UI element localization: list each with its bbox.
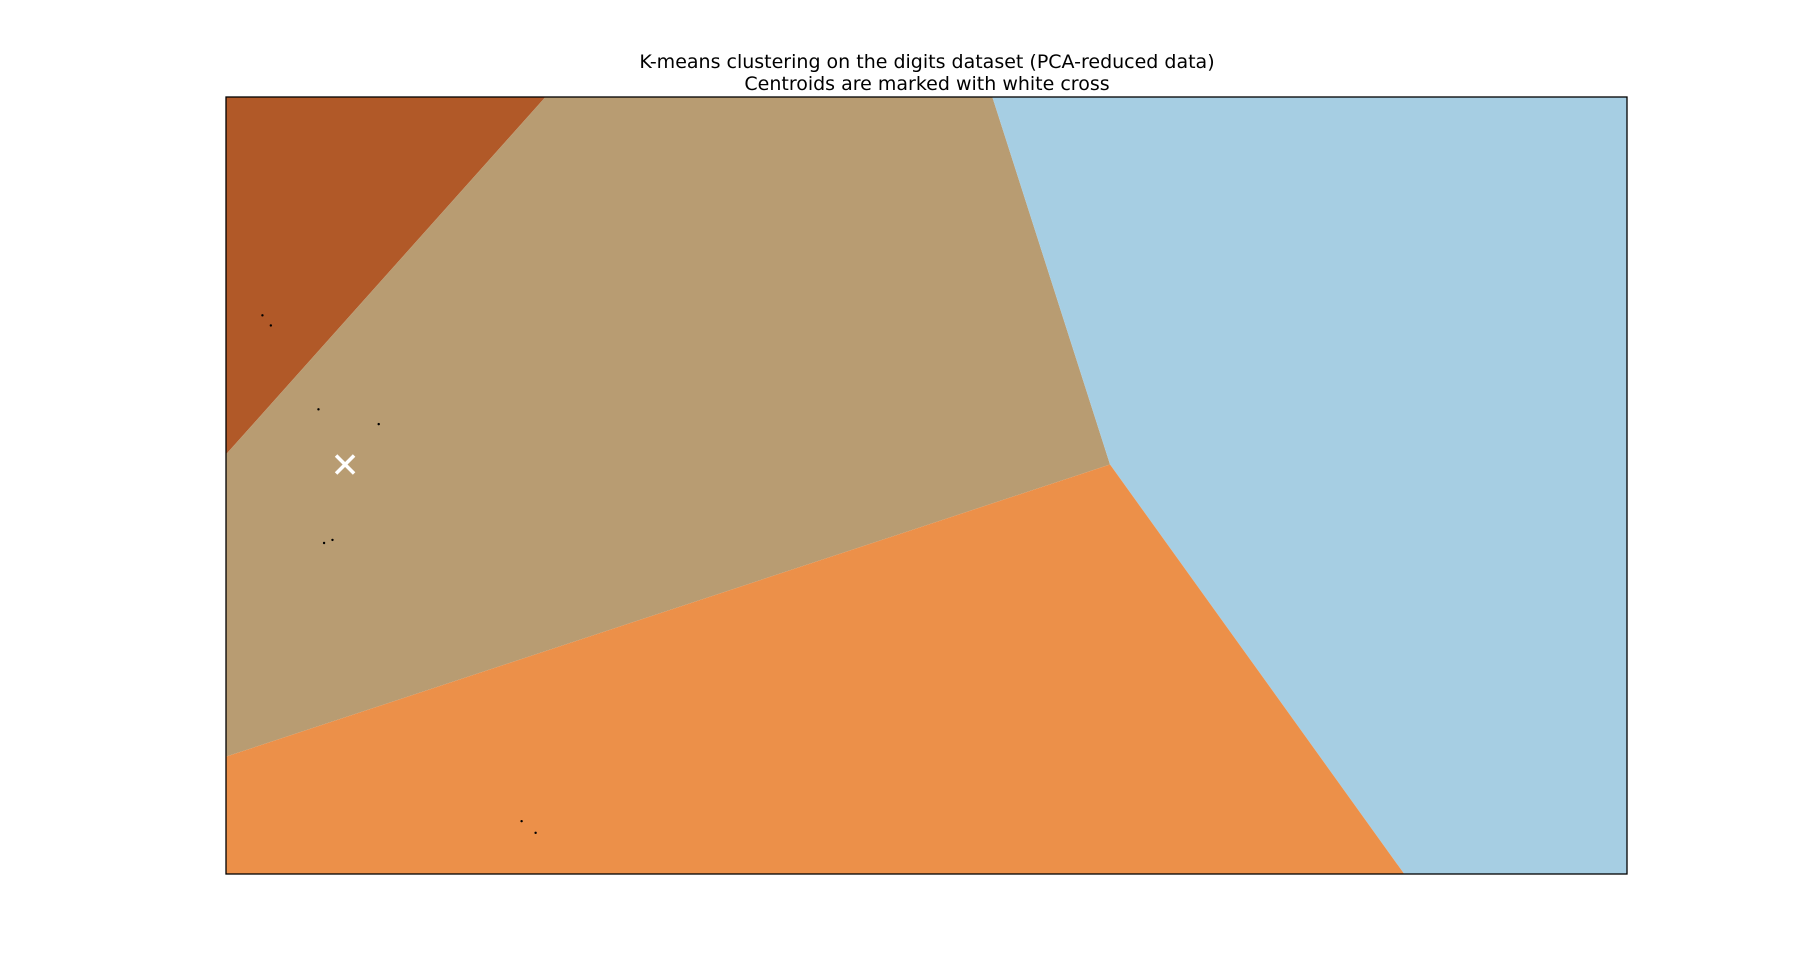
plot-area (225, 96, 1628, 875)
data-point (322, 541, 326, 545)
plot-frame (225, 96, 1628, 875)
data-point (377, 422, 380, 426)
data-point (317, 408, 320, 411)
chart-subtitle: Centroids are marked with white cross (744, 73, 1109, 95)
region-tan (226, 97, 1111, 757)
centroid-marker (334, 454, 356, 475)
chart-title: K-means clustering on the digits dataset… (639, 51, 1214, 73)
data-point (520, 819, 523, 823)
region-dark-orange (226, 97, 546, 455)
data-point (331, 538, 334, 542)
region-orange (226, 464, 1405, 874)
data-point (269, 324, 273, 327)
data-point (534, 831, 537, 835)
region-light-blue (992, 97, 1627, 874)
data-point (261, 314, 264, 317)
